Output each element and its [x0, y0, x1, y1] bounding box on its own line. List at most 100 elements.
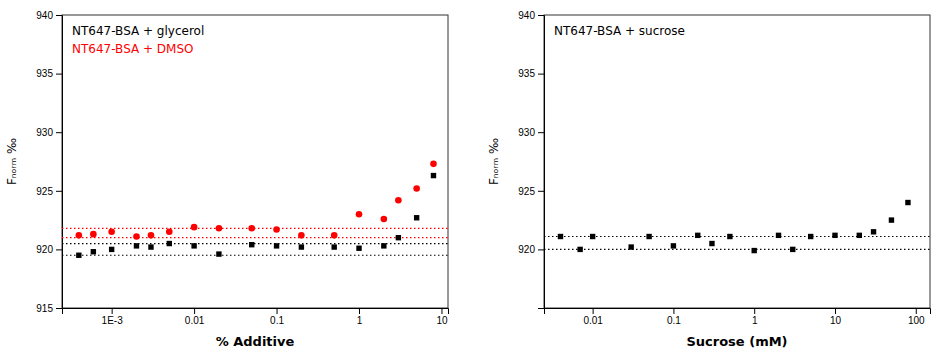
- y-tick-label: 940: [36, 10, 53, 21]
- y-tick: 930: [518, 127, 544, 138]
- plot-area: [544, 200, 930, 253]
- data-point: [248, 225, 255, 232]
- data-point: [381, 216, 388, 223]
- x-tick-mark: [835, 308, 836, 314]
- series: [558, 200, 911, 253]
- x-tick: 1: [357, 308, 363, 326]
- data-point: [646, 234, 651, 239]
- y-axis-line: [538, 16, 545, 309]
- data-point: [381, 243, 386, 248]
- x-tick-mark: [593, 308, 594, 314]
- chart-canvas: 1E-3 0.01 0.1 1 10 915 920 925 930 935 940 % Additi…: [0, 0, 944, 356]
- data-point: [356, 246, 361, 251]
- x-tick-label: 1: [357, 315, 363, 326]
- x-tick: 10: [830, 308, 842, 326]
- data-point: [727, 234, 732, 239]
- y-tick-label: 920: [36, 244, 53, 255]
- data-point: [133, 233, 140, 240]
- data-point: [273, 226, 280, 233]
- data-point: [299, 244, 304, 249]
- x-tick-mark: [441, 308, 442, 314]
- y-tick-mark: [56, 249, 62, 250]
- x-tick-label: 0.1: [270, 315, 284, 326]
- data-point: [790, 247, 795, 252]
- x-tick-mark: [754, 308, 755, 314]
- x-tick: 0.01: [185, 308, 205, 326]
- data-point: [90, 231, 97, 238]
- y-tick: 915: [36, 303, 62, 314]
- y-tick-mark: [56, 308, 62, 309]
- legend-entry: NT647-BSA + sucrose: [554, 24, 685, 38]
- data-point: [414, 215, 419, 220]
- data-point: [628, 244, 633, 249]
- y-tick-label: 930: [36, 127, 53, 138]
- y-tick-label: 925: [36, 186, 53, 197]
- data-point: [91, 249, 96, 254]
- x-tick: 1: [752, 308, 758, 326]
- x-axis-title: % Additive: [216, 334, 295, 349]
- data-point: [331, 244, 336, 249]
- y-tick-label: 915: [36, 303, 53, 314]
- y-tick: 925: [518, 186, 544, 197]
- x-axis-line: [545, 309, 931, 315]
- data-point: [148, 244, 153, 249]
- y-tick: 935: [518, 68, 544, 79]
- legend: NT647-BSA + sucrose: [554, 24, 685, 38]
- data-point: [274, 243, 279, 248]
- y-axis-title: Fₙₒᵣₘ ‰: [487, 138, 501, 185]
- y-tick-label: 930: [518, 127, 535, 138]
- data-point: [216, 251, 221, 256]
- x-tick-mark: [359, 308, 360, 314]
- x-tick-label: 1E-3: [102, 315, 124, 326]
- data-point: [832, 233, 837, 238]
- y-axis: 915 920 925 930 935 940: [36, 10, 62, 314]
- data-point: [166, 229, 173, 236]
- x-tick: 0.1: [667, 308, 681, 326]
- y-tick-mark: [538, 74, 544, 75]
- data-point: [191, 243, 196, 248]
- data-point: [167, 241, 172, 246]
- x-tick-mark: [194, 308, 195, 314]
- y-tick: 940: [518, 10, 544, 21]
- y-axis-title: Fₙₒᵣₘ ‰: [5, 138, 19, 185]
- data-point: [558, 234, 563, 239]
- data-point: [709, 241, 714, 246]
- data-point: [148, 232, 155, 239]
- reference-line: [62, 237, 448, 238]
- y-tick-mark: [56, 15, 62, 16]
- data-point: [298, 232, 305, 239]
- series: [76, 173, 436, 258]
- data-point: [905, 200, 910, 205]
- data-point: [109, 247, 114, 252]
- data-point: [889, 217, 894, 222]
- y-tick-mark: [538, 191, 544, 192]
- y-tick-label: 935: [36, 68, 53, 79]
- x-tick-label: 0.01: [185, 315, 205, 326]
- data-point: [108, 229, 115, 236]
- y-tick: 920: [518, 244, 544, 255]
- legend-entry: NT647-BSA + glycerol: [72, 24, 204, 38]
- data-point: [331, 232, 338, 239]
- data-point: [395, 197, 402, 204]
- x-tick-mark: [112, 308, 113, 314]
- y-tick: 935: [36, 68, 62, 79]
- data-point: [76, 232, 83, 239]
- data-point: [695, 233, 700, 238]
- y-tick-mark: [56, 132, 62, 133]
- data-point: [671, 243, 676, 248]
- panel: 1E-3 0.01 0.1 1 10 915 920 925 930 935 940 % Additi…: [5, 10, 449, 349]
- reference-line: [62, 243, 448, 244]
- x-tick-label: 10: [830, 315, 842, 326]
- y-tick: 925: [36, 186, 62, 197]
- x-tick-mark: [916, 308, 917, 314]
- data-point: [191, 224, 198, 231]
- data-point: [134, 243, 139, 248]
- plot-frame: [544, 15, 930, 308]
- plot-frame: [62, 15, 448, 308]
- data-point: [590, 234, 595, 239]
- x-tick: 10: [436, 308, 448, 326]
- y-tick-label: 940: [518, 10, 535, 21]
- y-tick-mark: [56, 191, 62, 192]
- data-point: [396, 235, 401, 240]
- y-tick-mark: [538, 132, 544, 133]
